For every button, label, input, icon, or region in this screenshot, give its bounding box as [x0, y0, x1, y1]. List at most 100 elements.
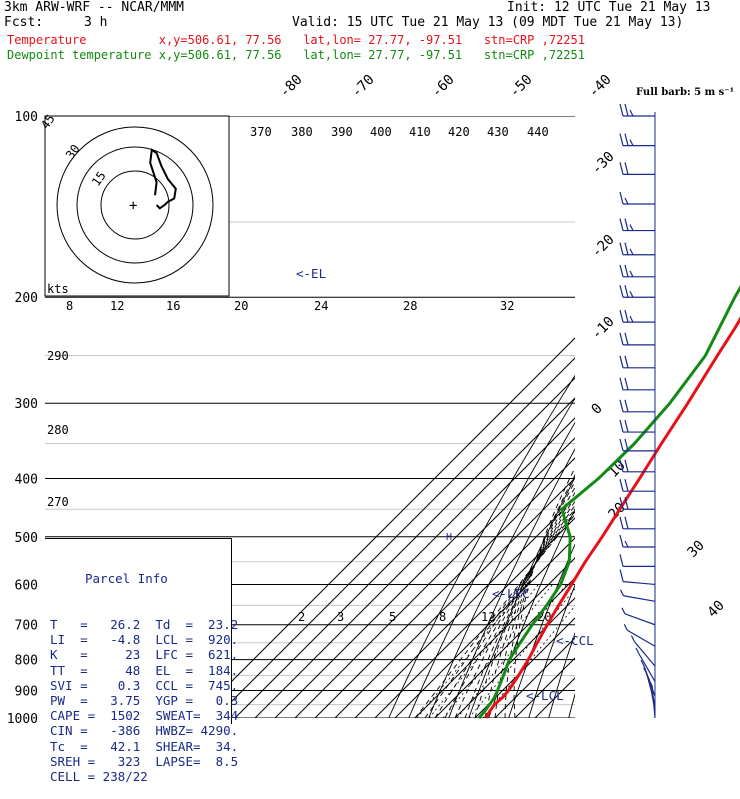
wind-barb	[619, 332, 655, 346]
wind-barb-flag	[624, 162, 629, 175]
theta-label: 440	[527, 125, 549, 139]
parcel-info-row: CAPE = 1502 SWEAT= 344	[50, 708, 239, 724]
hodograph-axis-label: 24	[314, 299, 328, 313]
hodograph-ring	[100, 170, 170, 240]
wind-barb-flag	[624, 197, 629, 205]
wind-barb-shaft	[623, 595, 656, 602]
wind-barb-flag	[624, 438, 629, 452]
isotherm	[274, 417, 575, 718]
isotherm-label: -30	[589, 149, 618, 178]
dry-adiabat	[548, 631, 575, 718]
wind-barb-flag	[619, 459, 624, 472]
dewpoint-legend: Dewpoint temperature x,y=506.61, 77.56 l…	[7, 48, 585, 62]
wind-barb	[619, 242, 655, 256]
isotherm-label: 0	[589, 401, 606, 418]
moist-adiabat	[414, 513, 575, 718]
dry-adiabat	[468, 476, 575, 718]
isotherm-label: -80	[277, 72, 306, 101]
wind-barb	[619, 554, 655, 568]
pressure-label: 300	[15, 397, 38, 412]
wind-barb-flag	[619, 191, 624, 205]
parcel-info-row: PW = 3.75 YGP = 0.3	[50, 693, 239, 709]
mixing-ratio-label: 12	[481, 610, 495, 624]
pressure-label: 800	[15, 654, 38, 669]
wind-barb-flag	[629, 315, 634, 323]
wind-barb-flag	[619, 399, 624, 412]
wind-barb-flag	[624, 377, 629, 390]
wind-barb-flag	[624, 264, 629, 277]
theta-e-label: 280	[47, 423, 69, 437]
dry-adiabat	[428, 421, 575, 718]
isotherm	[334, 477, 575, 718]
wind-barb	[619, 569, 656, 586]
wind-barb	[619, 497, 655, 510]
dewpoint-line	[477, 285, 740, 719]
temperature-line	[484, 316, 740, 719]
hodograph-axis-label: kts	[47, 282, 69, 296]
wind-barb	[619, 191, 655, 205]
dry-adiabat	[508, 543, 575, 718]
mixing-ratio-line	[482, 605, 575, 718]
hodograph-trace	[149, 148, 177, 210]
wind-barb-flag	[619, 264, 624, 277]
wind-barb-flag	[619, 242, 624, 255]
wind-barb-flag	[619, 554, 624, 567]
wind-barb	[619, 133, 655, 147]
wind-barb	[619, 399, 655, 413]
isotherm	[434, 577, 575, 718]
isotherm-label: -20	[589, 232, 618, 261]
wind-barb-shaft	[623, 581, 656, 586]
wind-barb-flag	[619, 419, 624, 433]
parcel-info-row: Tc = 42.1 SHEAR= 34.	[50, 738, 239, 754]
wind-barb	[619, 516, 655, 530]
isotherm-label: -60	[429, 72, 458, 101]
moist-adiabat	[484, 486, 575, 718]
wind-barb-flag	[640, 659, 645, 667]
pressure-label: 600	[15, 578, 38, 593]
theta-e-label: 290	[47, 349, 69, 363]
wind-barb-flag	[630, 635, 635, 642]
wind-barb	[630, 635, 656, 667]
wind-barb-flag	[623, 623, 628, 631]
isotherm	[394, 537, 575, 718]
wind-barb	[619, 103, 655, 117]
wind-barb	[648, 679, 656, 719]
mixing-ratio-line	[428, 584, 539, 718]
wind-barb-flag	[624, 355, 629, 368]
wind-barb-flag	[619, 497, 624, 510]
hodograph-ring-label: 15	[89, 169, 109, 189]
mixing-ratio-line	[416, 584, 527, 718]
isotherm	[214, 357, 575, 718]
isotherm-label: -70	[349, 72, 378, 101]
forecast-label: Fcst:	[4, 15, 44, 30]
wind-barb-flag	[629, 139, 634, 146]
parcel-info-row: CELL = 238/22	[50, 769, 148, 785]
wind-barb-shaft	[626, 629, 656, 647]
pressure-label: 700	[15, 619, 38, 634]
theta-label: 400	[370, 125, 392, 139]
level-marker: <-EL	[296, 266, 326, 281]
mixing-ratio-label: 8	[439, 610, 446, 624]
wind-barb-flag	[624, 309, 629, 323]
theta-label: 370	[250, 125, 272, 139]
wind-barb-flag	[643, 667, 648, 674]
theta-label: 430	[487, 125, 509, 139]
pressure-label: 1000	[7, 712, 38, 727]
wind-barb-flag	[619, 534, 624, 548]
dry-adiabat	[649, 116, 740, 718]
wind-barb-flag	[619, 479, 624, 492]
wind-barb	[619, 355, 655, 369]
wind-barb-shaft	[638, 653, 656, 682]
wind-barb-flag	[619, 438, 624, 452]
wind-barb	[619, 459, 655, 473]
wind-barb-flag	[619, 309, 624, 323]
wind-barb-flag	[624, 218, 629, 231]
isotherm	[454, 597, 575, 718]
wind-barb-flag	[619, 133, 624, 146]
wind-barb-flag	[624, 242, 629, 255]
wind-barb-flag	[619, 377, 624, 390]
wind-barb-flag	[624, 332, 629, 346]
parcel-info-row: CIN = -386 HWBZ= 4290.	[50, 723, 239, 739]
mixing-ratio-label: 5	[389, 610, 396, 624]
moist-adiabat	[504, 474, 575, 718]
